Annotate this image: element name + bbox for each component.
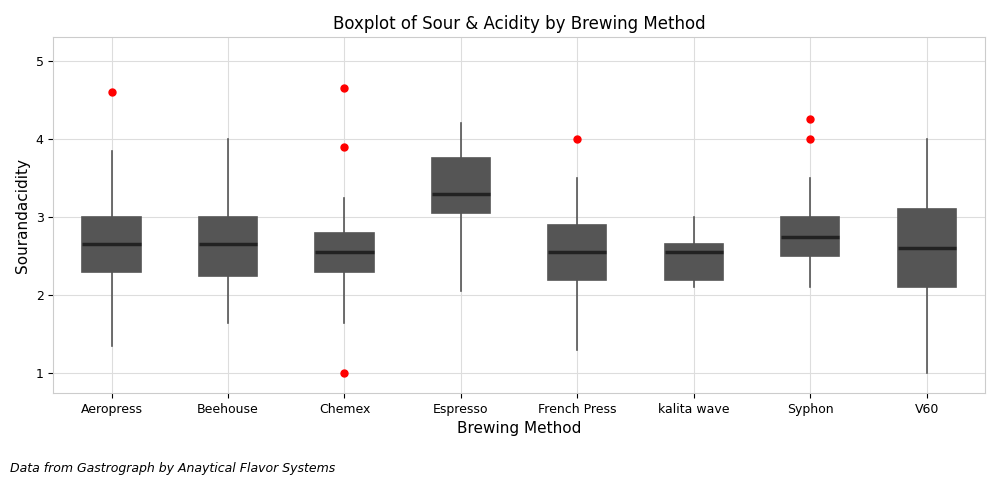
PathPatch shape [781,217,839,256]
Text: Data from Gastrograph by Anaytical Flavor Systems: Data from Gastrograph by Anaytical Flavo… [10,462,335,475]
PathPatch shape [432,158,490,213]
PathPatch shape [82,217,141,272]
X-axis label: Brewing Method: Brewing Method [457,421,581,436]
PathPatch shape [315,233,374,272]
Title: Boxplot of Sour & Acidity by Brewing Method: Boxplot of Sour & Acidity by Brewing Met… [333,15,705,33]
PathPatch shape [548,225,606,280]
Y-axis label: Sourandacidity: Sourandacidity [15,157,30,273]
PathPatch shape [898,209,956,288]
PathPatch shape [199,217,257,276]
PathPatch shape [665,244,723,280]
